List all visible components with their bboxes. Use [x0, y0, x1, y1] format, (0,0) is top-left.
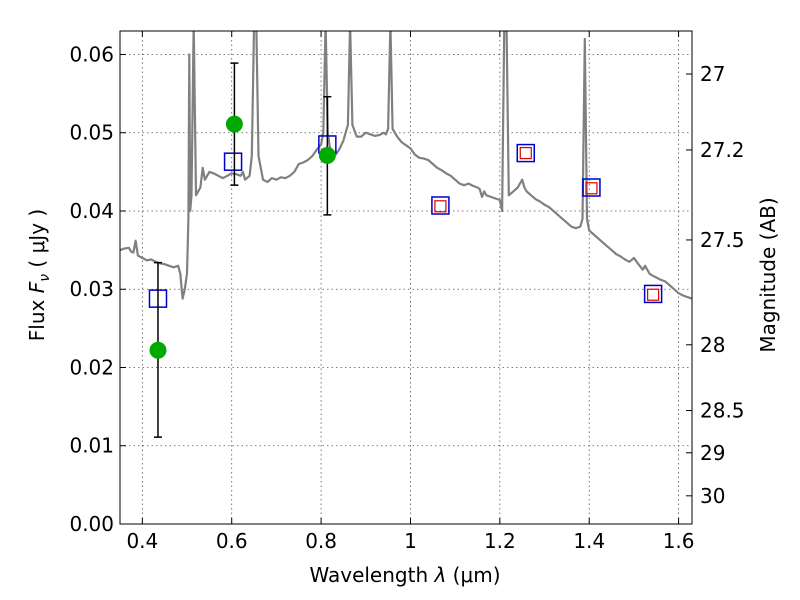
- x-tick-label: 0.4: [126, 529, 158, 553]
- y-tick-label: 0.04: [69, 199, 114, 223]
- y-tick-label: 0.01: [69, 434, 114, 458]
- observed-flux-point: [318, 146, 336, 164]
- model-band-square: [516, 143, 536, 163]
- y2-tick-label: 28.5: [700, 399, 745, 423]
- x-tick-label: 0.6: [216, 529, 248, 553]
- y-tick-label: 0.00: [69, 512, 114, 536]
- observed-flux-point: [225, 115, 243, 133]
- model-band-square: [431, 196, 450, 215]
- model-band-square: [582, 178, 601, 197]
- axis-ticks: 0.4 0.6 0.8 1 1.2 1.4 1.6 0.00 0.01 0.02 0.03 0.04 0…: [69, 31, 745, 553]
- model-band-inner-square: [519, 146, 532, 160]
- model-spectrum-line: [120, 31, 692, 300]
- plot-frame: [119, 30, 693, 525]
- y2-tick-label: 30: [700, 484, 725, 508]
- model-band-inner-square: [647, 288, 660, 301]
- y2-tick-label: 28: [700, 333, 725, 357]
- x-tick-label: 1: [404, 529, 417, 553]
- y2-tick-label: 27: [700, 62, 725, 86]
- model-band-square: [223, 152, 243, 171]
- x-tick-label: 1.2: [484, 529, 516, 553]
- y-tick-label: 0.05: [69, 121, 114, 145]
- y-tick-label: 0.02: [69, 355, 114, 379]
- observed-flux-point: [149, 341, 167, 359]
- x-tick-label: 1.4: [573, 529, 605, 553]
- model-band-square: [643, 284, 663, 304]
- y-tick-label: 0.06: [69, 42, 114, 66]
- y2-tick-label: 27.2: [700, 138, 745, 162]
- y2-tick-label: 27.5: [700, 228, 745, 252]
- y2-tick-label: 29: [700, 441, 725, 465]
- y2-axis-label: Magnitude (AB): [756, 197, 780, 352]
- model-spectrum: [120, 31, 692, 300]
- model-band-inner-square: [585, 182, 598, 195]
- photometry-markers: [148, 62, 663, 438]
- y-tick-label: 0.03: [69, 277, 114, 301]
- x-tick-label: 0.8: [305, 529, 337, 553]
- x-axis-label: Wavelength λ (μm): [309, 563, 500, 587]
- model-band-inner-square: [434, 200, 447, 213]
- x-tick-label: 1.6: [663, 529, 695, 553]
- y-axis-label: Flux Fν ( μJy ): [25, 209, 53, 341]
- grid: [120, 31, 692, 524]
